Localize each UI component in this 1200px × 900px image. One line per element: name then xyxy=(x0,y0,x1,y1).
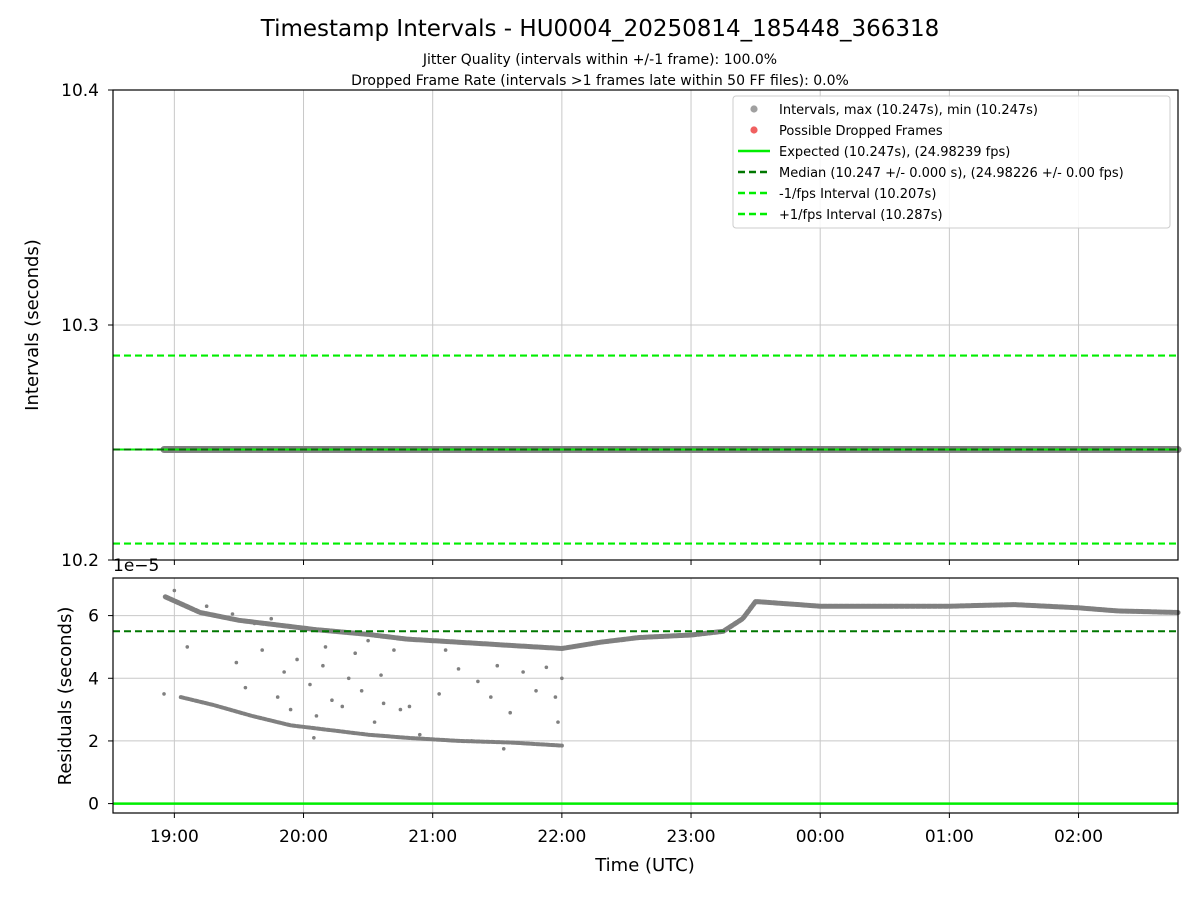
residual-point-5 xyxy=(234,660,239,665)
intervals-y-tick-label-1: 10.3 xyxy=(61,316,99,336)
residual-point-33 xyxy=(443,648,448,652)
residual-point-47 xyxy=(501,746,506,751)
legend-label-expected: Expected (10.247s), (24.98239 fps) xyxy=(779,145,1010,160)
time-x-tick-label-2: 21:00 xyxy=(408,827,457,847)
time-x-tick-label-1: 20:00 xyxy=(279,827,328,847)
residual-point-3 xyxy=(204,604,209,608)
residual-point-25 xyxy=(372,720,377,724)
chart-subtitle-jitter: Jitter Quality (intervals within +/-1 fr… xyxy=(422,52,777,68)
residual-point-2 xyxy=(185,645,190,649)
residuals-y-tick-label-0: 0 xyxy=(88,795,99,815)
residual-point-37 xyxy=(489,695,493,699)
residual-point-38 xyxy=(495,663,500,668)
residual-point-16 xyxy=(314,714,319,718)
residuals-y-label: Residuals (seconds) xyxy=(55,607,76,786)
residuals-main-trend xyxy=(162,594,1181,651)
residual-point-0 xyxy=(162,692,166,696)
residuals-lower-trend xyxy=(178,695,564,748)
residuals-panel: 0 2 4 6 19:00 20:00 21:00 22:00 23:00 00:00 01:00… xyxy=(55,556,1181,876)
legend-label-minus-fps: -1/fps Interval (10.207s) xyxy=(779,187,936,202)
residuals-y-ticks: 0 2 4 6 xyxy=(88,607,113,815)
residual-point-39 xyxy=(508,710,512,715)
residual-point-4 xyxy=(230,612,235,616)
residuals-series xyxy=(113,588,1181,805)
residual-point-18 xyxy=(323,645,328,649)
residual-point-13 xyxy=(295,657,299,662)
residual-point-10 xyxy=(275,695,280,699)
residual-point-46 xyxy=(312,736,316,740)
residual-point-44 xyxy=(560,676,564,681)
residual-point-14 xyxy=(301,626,306,630)
residual-point-22 xyxy=(353,651,357,655)
residuals-grid xyxy=(113,578,1178,813)
residual-point-28 xyxy=(392,648,396,652)
intervals-y-label: Intervals (seconds) xyxy=(22,239,43,411)
residual-point-31 xyxy=(417,732,422,737)
residual-point-11 xyxy=(282,670,286,674)
residual-point-8 xyxy=(260,648,264,652)
legend-label-dropped: Possible Dropped Frames xyxy=(779,124,943,139)
residual-point-27 xyxy=(381,701,386,706)
residual-point-9 xyxy=(269,616,274,621)
residual-point-29 xyxy=(398,707,403,712)
residual-point-30 xyxy=(407,704,412,709)
residuals-y-tick-label-1: 2 xyxy=(88,732,99,752)
intervals-series xyxy=(113,354,1182,545)
residual-point-12 xyxy=(288,707,293,712)
residual-point-42 xyxy=(544,665,549,670)
legend-marker-dropped xyxy=(750,126,758,134)
time-x-tick-label-7: 02:00 xyxy=(1054,827,1103,847)
chart-subtitle-dropped: Dropped Frame Rate (intervals >1 frames … xyxy=(351,73,849,89)
residual-point-6 xyxy=(243,685,248,690)
legend-box xyxy=(732,95,1171,229)
time-x-tick-label-6: 01:00 xyxy=(925,827,974,847)
residual-point-15 xyxy=(308,682,312,687)
residual-point-19 xyxy=(330,698,334,702)
residuals-plot-frame xyxy=(112,577,1179,814)
time-x-label: Time (UTC) xyxy=(594,855,695,876)
time-x-tick-label-0: 19:00 xyxy=(150,827,199,847)
residuals-y-tick-label-2: 4 xyxy=(88,669,99,689)
residual-point-20 xyxy=(340,704,345,709)
residual-point-35 xyxy=(469,739,474,743)
residual-point-40 xyxy=(521,670,525,674)
legend-label-median: Median (10.247 +/- 0.000 s), (24.98226 +… xyxy=(779,166,1124,181)
time-x-ticks: 19:00 20:00 21:00 22:00 23:00 00:00 01:00 02:00 xyxy=(150,813,1103,847)
intervals-panel: 10.2 10.3 10.4 Intervals (seconds) Interva… xyxy=(22,81,1182,571)
time-x-tick-label-4: 23:00 xyxy=(667,827,716,847)
residual-point-45 xyxy=(556,720,560,724)
chart-title: Timestamp Intervals - HU0004_20250814_18… xyxy=(260,16,940,42)
legend-marker-intervals xyxy=(750,105,758,113)
residual-point-26 xyxy=(379,673,383,677)
legend-label-intervals: Intervals, max (10.247s), min (10.247s) xyxy=(779,103,1038,118)
time-x-tick-label-3: 22:00 xyxy=(537,827,586,847)
intervals-y-ticks: 10.2 10.3 10.4 xyxy=(61,81,1080,571)
residual-point-23 xyxy=(359,689,364,693)
time-x-tick-label-5: 00:00 xyxy=(796,827,845,847)
residual-point-1 xyxy=(172,588,177,593)
residual-point-24 xyxy=(366,638,370,643)
legend: Intervals, max (10.247s), min (10.247s) … xyxy=(732,95,1171,229)
intervals-y-tick-label-0: 10.2 xyxy=(61,551,99,571)
residual-point-41 xyxy=(534,689,538,693)
residual-point-21 xyxy=(346,676,351,681)
residual-point-36 xyxy=(476,679,480,684)
residual-point-32 xyxy=(437,692,441,696)
residual-point-7 xyxy=(252,621,257,626)
legend-label-plus-fps: +1/fps Interval (10.287s) xyxy=(779,208,943,223)
intervals-y-tick-label-2: 10.4 xyxy=(61,81,99,101)
residual-point-43 xyxy=(553,695,558,699)
residual-point-17 xyxy=(321,663,325,668)
residual-point-34 xyxy=(456,667,461,671)
residuals-y-tick-label-3: 6 xyxy=(88,607,99,627)
residuals-offset-label: 1e−5 xyxy=(113,556,159,576)
